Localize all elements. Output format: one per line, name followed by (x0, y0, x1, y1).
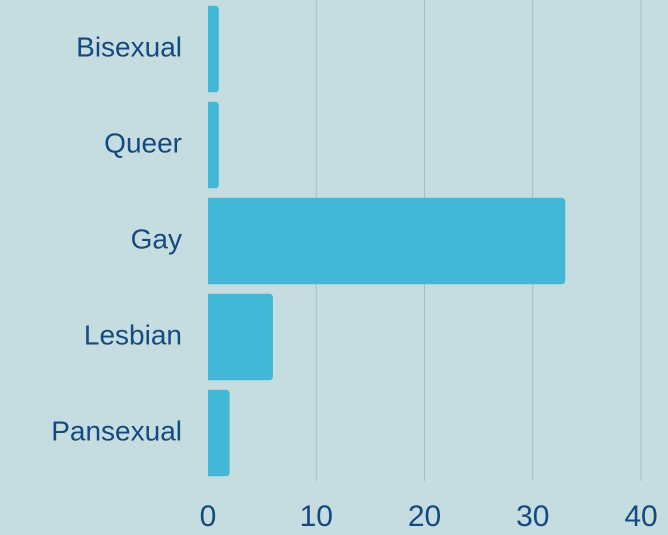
bar (208, 389, 230, 477)
y-tick-label: Gay (131, 223, 182, 254)
bar (208, 293, 273, 381)
x-tick-label: 10 (300, 500, 333, 533)
x-tick-label: 30 (516, 500, 549, 533)
y-tick-label: Bisexual (76, 31, 182, 62)
bar (208, 101, 219, 189)
x-tick-label: 20 (408, 500, 441, 533)
y-tick-label: Pansexual (51, 415, 182, 446)
bar (208, 197, 566, 285)
y-tick-label: Queer (104, 127, 182, 158)
x-tick-label: 0 (200, 500, 217, 533)
y-tick-label: Lesbian (84, 319, 182, 350)
x-tick-label: 40 (624, 500, 657, 533)
bar (208, 5, 219, 93)
